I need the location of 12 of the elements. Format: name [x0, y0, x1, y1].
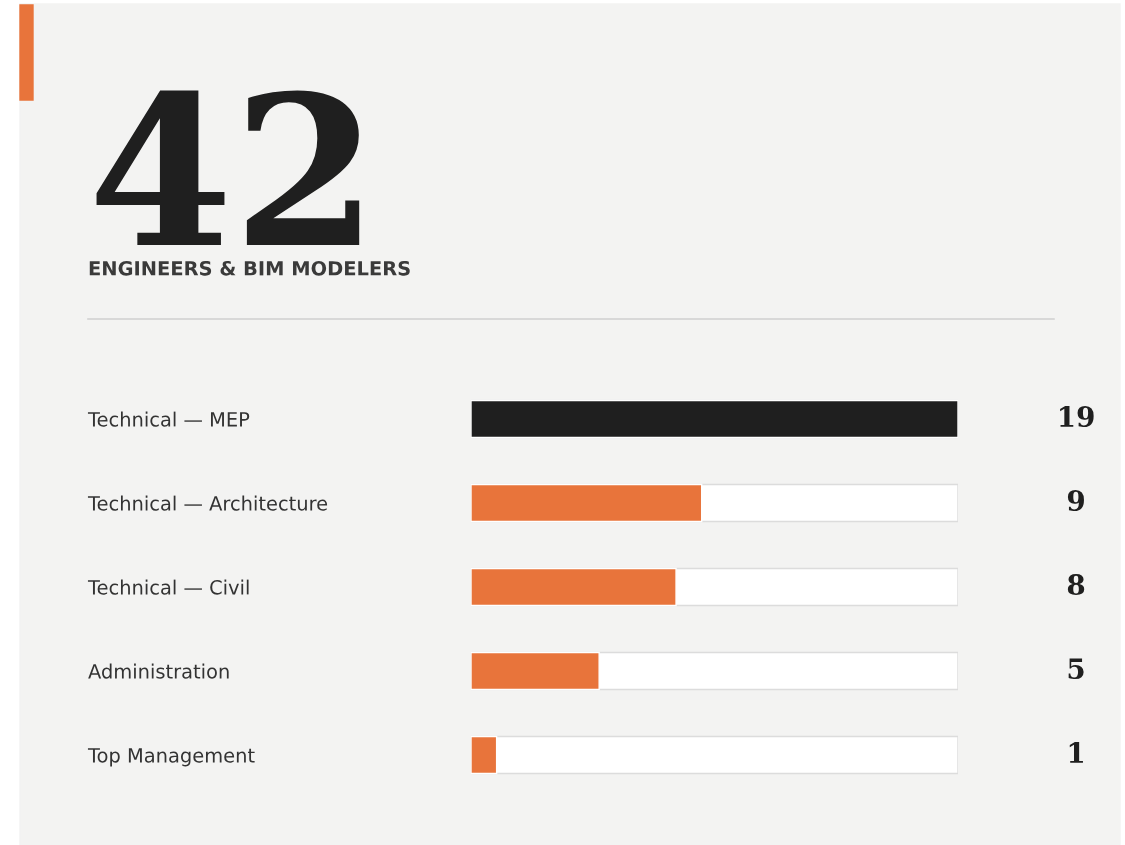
- chart-title: 42: [96, 90, 360, 245]
- y-tick-label: Top Management: [87, 748, 255, 767]
- y-tick-label: Technical — Civil: [87, 579, 249, 595]
- data-label: 9: [1067, 490, 1084, 512]
- y-tick-label: Administration: [88, 663, 229, 679]
- data-label: 19: [1060, 406, 1094, 428]
- text: ENGINEERS & BIM MODELERS: [89, 260, 410, 276]
- y-tick-label: Technical — MEP: [87, 411, 250, 427]
- y-tick-label: Technical — Architecture: [87, 495, 328, 511]
- data-label: 1: [1069, 742, 1083, 763]
- data-label: 8: [1067, 574, 1085, 596]
- data-label: 5: [1068, 658, 1084, 680]
